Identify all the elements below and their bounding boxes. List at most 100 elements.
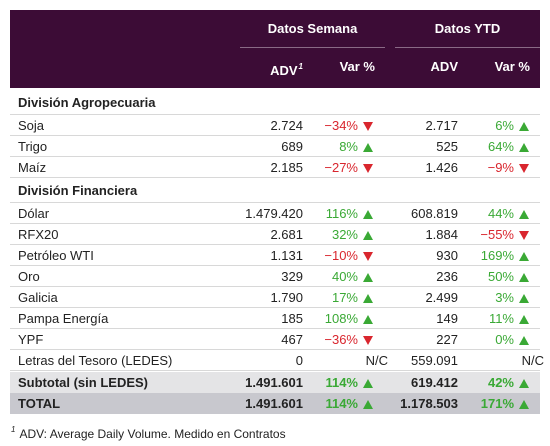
cell-text: 114% xyxy=(325,396,358,411)
volume: 1.884 xyxy=(425,224,458,245)
row-label: Dólar xyxy=(18,205,50,221)
arrow-up xyxy=(363,230,373,240)
row-label: YPF xyxy=(18,331,44,347)
cell-text: 1.491.601 xyxy=(245,375,303,390)
row-separator xyxy=(10,328,540,329)
cell-text: 42% xyxy=(487,375,514,390)
arrow-up xyxy=(363,400,373,410)
arrow-up xyxy=(519,293,529,303)
arrow-down xyxy=(363,121,373,131)
cell-text: 1.479.420 xyxy=(245,205,303,221)
variation: −27% xyxy=(324,157,373,178)
cell-text: 1.790 xyxy=(270,289,303,305)
volume: 608.819 xyxy=(411,203,458,224)
row-label: Galicia xyxy=(18,289,58,305)
volume: 2.681 xyxy=(270,224,303,245)
variation: 114% xyxy=(325,393,373,414)
cell-text: 11% xyxy=(488,310,514,326)
cell-text: 0% xyxy=(495,331,514,347)
row-label: TOTAL xyxy=(18,396,61,411)
arrow-up xyxy=(363,142,373,152)
column-text: Var % xyxy=(339,59,375,74)
cell-text: −10% xyxy=(324,247,358,263)
section-title: División Agropecuaria xyxy=(18,95,156,110)
cell-text: 2.717 xyxy=(425,117,458,133)
arrow-up xyxy=(519,379,529,389)
row-separator xyxy=(10,265,540,266)
variation: 6% xyxy=(495,115,529,136)
cell-text: 619.412 xyxy=(411,375,458,390)
volume: 236 xyxy=(436,266,458,287)
column-label: ADV1 xyxy=(270,56,303,78)
arrow-down xyxy=(519,230,529,240)
arrow-up xyxy=(519,209,529,219)
cell-text: 32% xyxy=(331,226,358,242)
arrow-up xyxy=(363,379,373,389)
variation: 17% xyxy=(332,287,373,308)
cell-text: 1.131 xyxy=(270,247,303,263)
column-text: Var % xyxy=(494,59,530,74)
variation: 169% xyxy=(481,245,529,266)
column-label: Var % xyxy=(340,56,375,77)
volume: 1.426 xyxy=(425,157,458,178)
row-label: Subtotal (sin LEDES) xyxy=(18,375,148,390)
footnote-marker: 1 xyxy=(11,425,16,434)
cell-text: 227 xyxy=(436,331,458,347)
cell-text: 169% xyxy=(480,247,514,263)
variation: −9% xyxy=(488,157,529,178)
arrow-down xyxy=(519,163,529,173)
total-band xyxy=(10,372,540,393)
row-separator xyxy=(10,244,540,245)
row-label: Pampa Energía xyxy=(18,310,109,326)
cell-text: 1.884 xyxy=(425,226,458,242)
row-label: Soja xyxy=(18,117,45,133)
cell-text: N/C xyxy=(365,352,388,368)
variation: 42% xyxy=(488,372,529,393)
volume: 185 xyxy=(281,308,303,329)
variation: N/C xyxy=(366,350,388,371)
cell-text: −9% xyxy=(487,159,514,175)
cell-text: 171% xyxy=(480,396,514,411)
column-text: ADV xyxy=(270,63,298,78)
row-label: Maíz xyxy=(18,159,47,175)
variation: 8% xyxy=(339,136,373,157)
row-separator xyxy=(10,135,540,136)
column-text: ADV xyxy=(430,59,458,74)
arrow-up xyxy=(363,209,373,219)
cell-text: 44% xyxy=(487,205,514,221)
variation: 32% xyxy=(332,224,373,245)
cell-text: 608.819 xyxy=(411,205,458,221)
cell-text: 930 xyxy=(436,247,458,263)
volume: 2.717 xyxy=(425,115,458,136)
arrow-down xyxy=(363,163,373,173)
row-separator xyxy=(10,307,540,308)
cell-text: 559.091 xyxy=(411,352,458,368)
row-label: Petróleo WTI xyxy=(18,247,94,263)
cell-text: 525 xyxy=(436,138,458,154)
volume: 525 xyxy=(436,136,458,157)
cell-text: 236 xyxy=(436,268,458,284)
volume: 1.479.420 xyxy=(245,203,303,224)
row-separator xyxy=(10,177,540,178)
volume: 2.499 xyxy=(425,287,458,308)
footnote-text: ADV: Average Daily Volume. Medido en Con… xyxy=(19,427,286,441)
cell-text: 2.499 xyxy=(425,289,458,305)
arrow-up xyxy=(519,272,529,282)
cell-text: 149 xyxy=(436,310,458,326)
cell-text: 1.491.601 xyxy=(245,396,303,411)
variation: 11% xyxy=(489,308,529,329)
cell-text: 6% xyxy=(495,117,514,133)
row-label: Oro xyxy=(18,268,40,284)
cell-text: 116% xyxy=(325,205,358,221)
variation: 40% xyxy=(332,266,373,287)
arrow-up xyxy=(519,251,529,261)
row-separator xyxy=(10,114,540,115)
cell-text: 2.724 xyxy=(270,117,303,133)
table-header xyxy=(10,10,540,88)
volume: 2.724 xyxy=(270,115,303,136)
cell-text: −55% xyxy=(480,226,514,242)
group-rule xyxy=(395,47,540,48)
group-rule xyxy=(240,47,385,48)
arrow-down xyxy=(363,251,373,261)
